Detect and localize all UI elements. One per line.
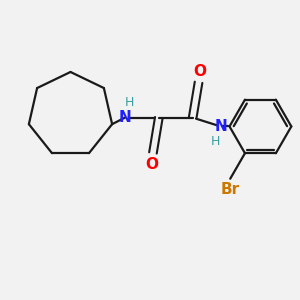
Text: O: O bbox=[145, 157, 158, 172]
Text: H: H bbox=[211, 135, 220, 148]
Text: O: O bbox=[194, 64, 207, 79]
Text: Br: Br bbox=[221, 182, 240, 196]
Text: N: N bbox=[118, 110, 131, 125]
Text: H: H bbox=[125, 96, 134, 109]
Text: N: N bbox=[214, 119, 227, 134]
